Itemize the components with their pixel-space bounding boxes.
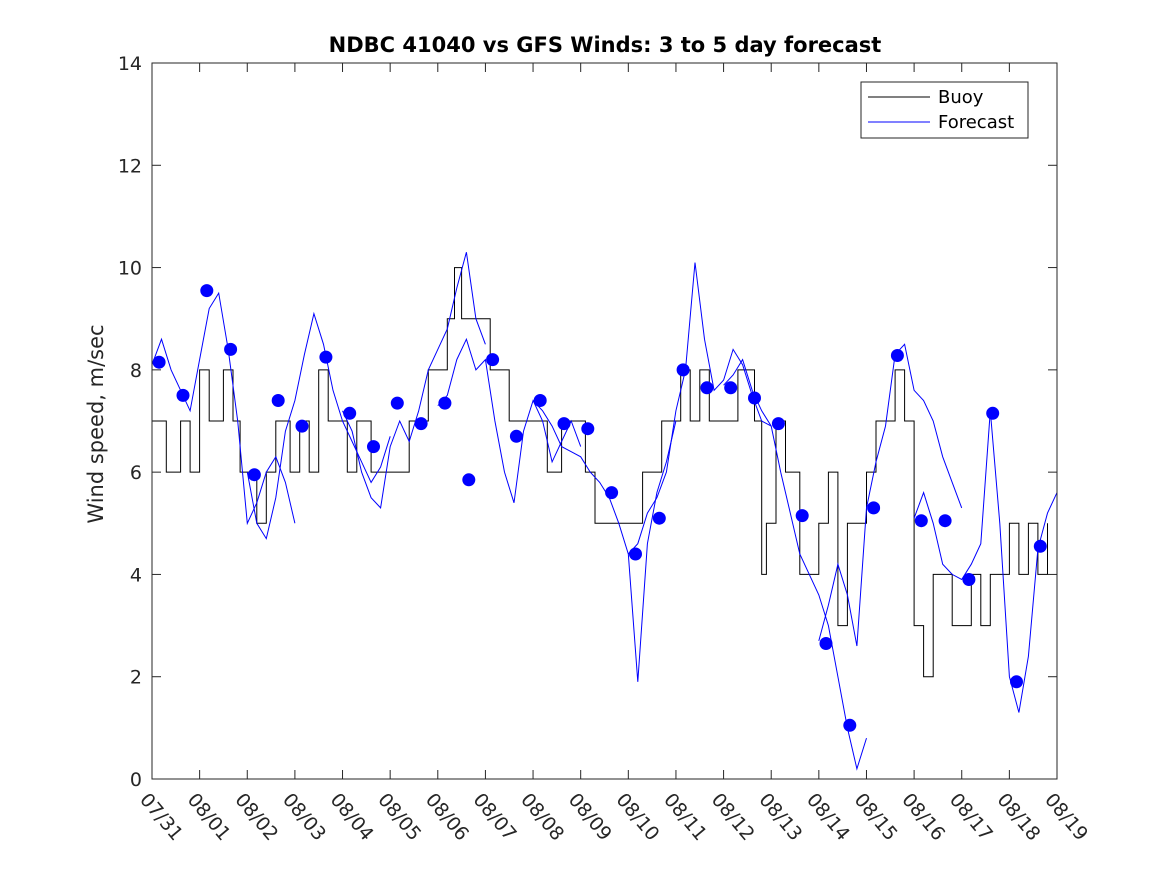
legend-box <box>860 81 1029 139</box>
y-tick-label: 4 <box>130 564 142 586</box>
forecast-marker <box>843 718 857 732</box>
forecast-marker <box>438 396 452 410</box>
forecast-marker <box>724 381 738 395</box>
forecast-marker <box>890 349 904 362</box>
forecast-line-8 <box>818 343 963 647</box>
x-tick-label: 08/12 <box>707 789 759 845</box>
forecast-series <box>151 252 1058 771</box>
forecast-line-2 <box>246 311 391 540</box>
forecast-line-4 <box>437 337 582 503</box>
x-tick-label: 07/31 <box>135 789 187 845</box>
forecast-line-6 <box>627 262 772 555</box>
forecast-marker <box>652 511 666 525</box>
x-tick-label: 08/09 <box>564 789 616 845</box>
forecast-marker <box>1033 539 1047 553</box>
forecast-marker <box>462 473 476 487</box>
x-tick-label: 08/15 <box>850 789 902 845</box>
forecast-marker <box>962 573 976 586</box>
x-tick-label: 08/13 <box>754 789 806 845</box>
y-tick-label: 14 <box>118 53 142 75</box>
legend-buoy-label: Buoy <box>938 87 984 108</box>
forecast-marker <box>581 422 595 436</box>
forecast-marker <box>509 429 523 443</box>
x-tick-label: 08/11 <box>659 789 711 845</box>
x-tick-label: 08/18 <box>993 789 1045 845</box>
forecast-line-9 <box>913 410 1058 713</box>
y-axis: 0 2 4 6 8 10 12 14 <box>118 53 1057 791</box>
forecast-marker <box>557 417 571 431</box>
forecast-line-5 <box>532 400 677 682</box>
forecast-marker <box>819 637 833 650</box>
buoy-line <box>152 267 1048 678</box>
x-tick-label: 08/01 <box>183 789 235 845</box>
x-tick-label: 08/17 <box>945 789 997 845</box>
forecast-marker <box>533 394 547 407</box>
forecast-marker <box>271 394 285 407</box>
y-axis-label: Wind speed, m/sec <box>84 324 108 523</box>
legend-forecast-label: Forecast <box>938 112 1014 133</box>
forecast-line-7 <box>723 358 867 771</box>
forecast-marker <box>700 381 714 395</box>
forecast-marker <box>414 417 428 431</box>
x-tick-label: 08/08 <box>516 789 568 845</box>
chart-title: NDBC 41040 vs GFS Winds: 3 to 5 day fore… <box>329 33 882 57</box>
forecast-marker <box>295 419 309 433</box>
y-tick-label: 8 <box>130 360 142 382</box>
forecast-marker <box>319 350 333 364</box>
forecast-marker <box>486 353 500 367</box>
x-tick-label: 08/19 <box>1040 789 1092 845</box>
forecast-line-1 <box>151 291 296 526</box>
forecast-marker <box>390 396 404 410</box>
x-tick-label: 08/07 <box>469 789 521 845</box>
x-tick-label: 08/06 <box>421 789 473 845</box>
forecast-marker <box>986 406 1000 420</box>
forecast-marker <box>938 514 952 528</box>
forecast-marker <box>176 388 190 402</box>
x-tick-label: 08/03 <box>278 789 330 845</box>
x-tick-label: 08/04 <box>326 789 378 845</box>
legend: Buoy Forecast <box>860 81 1029 139</box>
y-tick-label: 2 <box>130 667 142 689</box>
x-tick-label: 08/05 <box>373 789 425 845</box>
x-tick-label: 08/16 <box>897 789 949 845</box>
forecast-marker <box>795 509 809 523</box>
forecast-marker <box>867 501 881 515</box>
forecast-marker <box>224 342 238 356</box>
forecast-marker <box>605 486 619 500</box>
x-tick-label: 08/02 <box>230 789 282 845</box>
buoy-series <box>152 267 1048 678</box>
forecast-marker <box>676 363 690 377</box>
x-tick-label: 08/10 <box>611 789 663 845</box>
forecast-marker <box>152 355 166 369</box>
y-tick-label: 10 <box>118 258 142 280</box>
forecast-marker <box>200 284 214 298</box>
forecast-marker <box>367 440 380 454</box>
forecast-marker <box>771 417 785 431</box>
y-tick-label: 6 <box>130 462 142 484</box>
forecast-marker <box>1010 675 1023 689</box>
y-tick-label: 12 <box>118 155 142 177</box>
forecast-marker <box>748 391 761 405</box>
forecast-line-3 <box>342 252 486 509</box>
forecast-marker <box>914 514 928 528</box>
x-tick-label: 08/14 <box>802 789 854 845</box>
forecast-markers <box>152 284 1047 732</box>
forecast-marker <box>343 406 357 420</box>
plot-frame <box>151 62 1058 780</box>
y-tick-label: 0 <box>130 769 142 791</box>
forecast-marker <box>629 547 642 561</box>
forecast-marker <box>247 468 261 482</box>
